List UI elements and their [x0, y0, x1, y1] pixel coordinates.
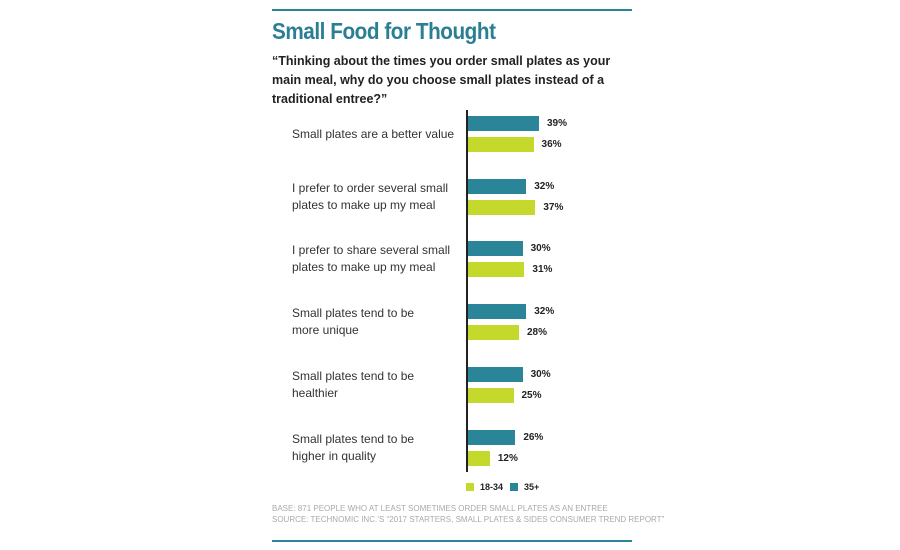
bar	[468, 366, 523, 382]
category-label: Small plates tend to be more unique	[292, 306, 415, 338]
legend-label: 18-34	[480, 482, 504, 492]
value-label: 12%	[497, 452, 518, 464]
footnote: SOURCE: TECHNOMIC INC.’S “2017 STARTERS,…	[272, 515, 665, 524]
bar	[468, 262, 525, 278]
category-label: Small plates are a better value	[292, 126, 455, 141]
value-label: 28%	[526, 327, 547, 339]
bar	[468, 429, 516, 445]
category-label: Small plates tend to be higher in qualit…	[292, 431, 415, 463]
bar	[468, 199, 536, 215]
value-label: 36%	[541, 139, 562, 150]
footnote: BASE: 871 PEOPLE WHO AT LEAST SOMETIMES …	[272, 504, 608, 513]
legend-swatch	[466, 483, 474, 491]
value-label: 32%	[534, 180, 555, 192]
value-label: 31%	[532, 264, 553, 276]
value-label: 32%	[534, 306, 555, 318]
category-label: Small plates tend to be healthier	[292, 368, 415, 400]
top-rule	[272, 9, 632, 11]
chart-subtitle: “Thinking about the times you order smal…	[272, 54, 611, 106]
bar	[468, 178, 527, 194]
bar	[468, 137, 534, 152]
category-label: I prefer to share several small plates t…	[292, 243, 451, 275]
value-label: 30%	[530, 243, 551, 255]
bottom-rule	[272, 540, 632, 542]
chart-title: Small Food for Thought	[272, 18, 496, 44]
bar	[468, 325, 519, 341]
value-label: 37%	[543, 201, 564, 213]
bar	[468, 450, 490, 466]
value-label: 30%	[530, 368, 551, 380]
legend-label: 35+	[524, 482, 540, 492]
bar	[468, 387, 514, 403]
axis-line	[466, 110, 468, 472]
bar	[468, 116, 539, 131]
category-label: I prefer to order several small plates t…	[292, 180, 449, 212]
value-label: 39%	[546, 118, 567, 129]
bar	[468, 241, 523, 257]
value-label: 26%	[523, 431, 544, 443]
bar	[468, 304, 527, 320]
value-label: 25%	[521, 389, 542, 401]
legend-swatch	[510, 483, 518, 491]
